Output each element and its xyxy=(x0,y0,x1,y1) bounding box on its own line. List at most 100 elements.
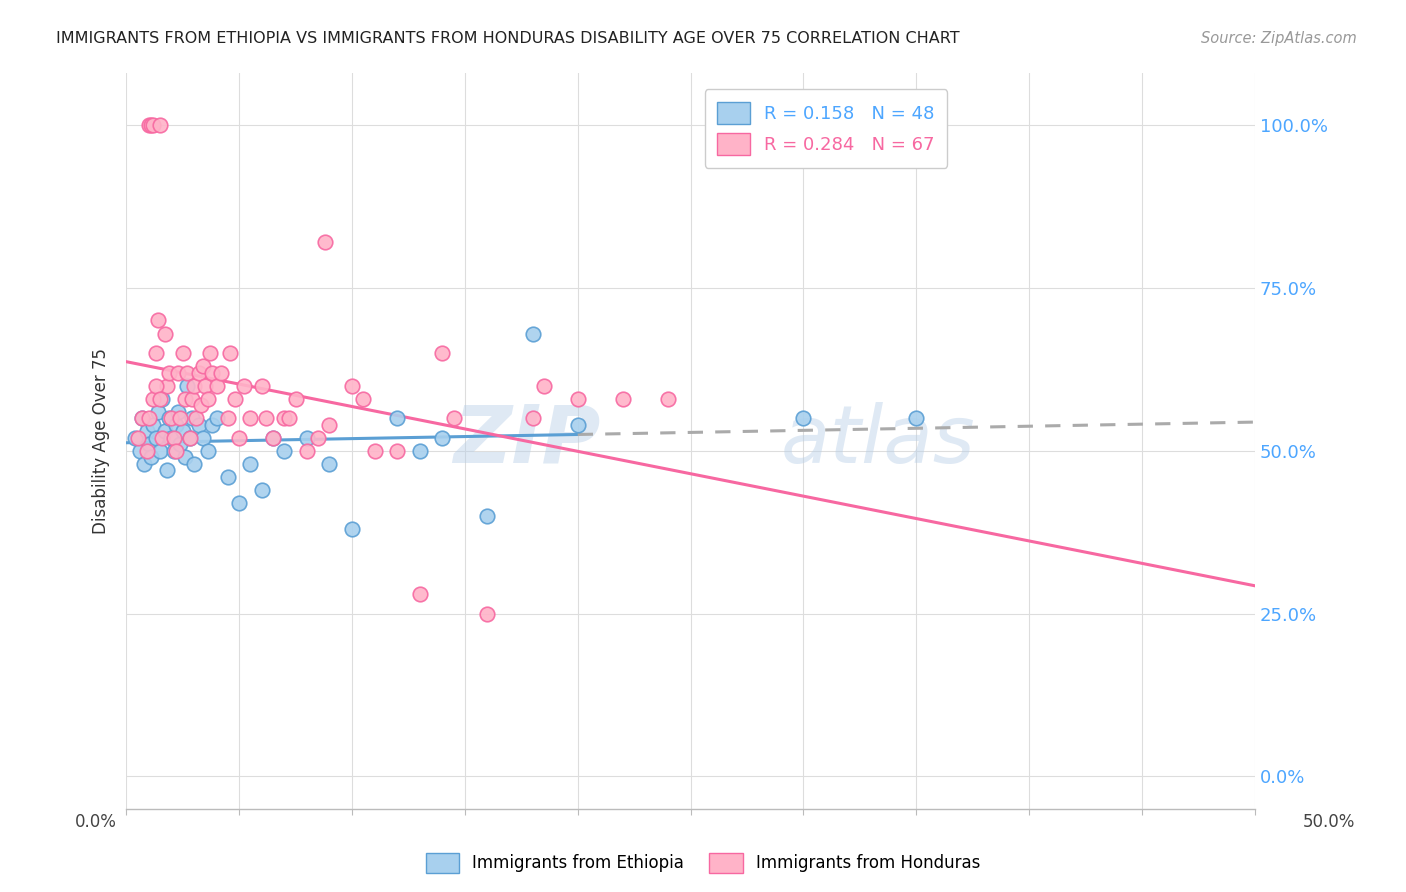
Point xyxy=(318,457,340,471)
Point xyxy=(146,405,169,419)
Point xyxy=(318,417,340,432)
Point xyxy=(201,366,224,380)
Point xyxy=(124,431,146,445)
Text: 0.0%: 0.0% xyxy=(75,813,117,830)
Point xyxy=(262,431,284,445)
Point xyxy=(142,417,165,432)
Text: atlas: atlas xyxy=(780,402,976,480)
Point xyxy=(250,378,273,392)
Point xyxy=(340,378,363,392)
Point xyxy=(217,470,239,484)
Point xyxy=(273,443,295,458)
Point xyxy=(156,463,179,477)
Point xyxy=(352,392,374,406)
Point xyxy=(340,522,363,536)
Point xyxy=(160,431,183,445)
Point xyxy=(131,411,153,425)
Point xyxy=(157,411,180,425)
Point xyxy=(197,392,219,406)
Point xyxy=(201,417,224,432)
Legend: Immigrants from Ethiopia, Immigrants from Honduras: Immigrants from Ethiopia, Immigrants fro… xyxy=(419,847,987,880)
Point xyxy=(180,392,202,406)
Point xyxy=(142,118,165,132)
Point xyxy=(409,443,432,458)
Point xyxy=(135,443,157,458)
Point xyxy=(477,508,499,523)
Point xyxy=(254,411,277,425)
Point xyxy=(567,417,589,432)
Point xyxy=(149,443,172,458)
Point xyxy=(176,366,198,380)
Point xyxy=(224,392,246,406)
Point xyxy=(152,431,174,445)
Point xyxy=(228,431,250,445)
Point xyxy=(205,411,228,425)
Point xyxy=(295,443,318,458)
Point xyxy=(149,118,172,132)
Point xyxy=(314,235,336,250)
Point xyxy=(131,411,153,425)
Point xyxy=(239,411,262,425)
Point xyxy=(792,411,814,425)
Point xyxy=(657,392,679,406)
Point xyxy=(153,326,176,341)
Point xyxy=(183,457,205,471)
Point xyxy=(277,411,299,425)
Point xyxy=(522,411,544,425)
Point xyxy=(157,366,180,380)
Point xyxy=(307,431,329,445)
Point xyxy=(385,443,408,458)
Point xyxy=(217,411,239,425)
Point xyxy=(232,378,254,392)
Point xyxy=(172,424,194,438)
Point xyxy=(273,411,295,425)
Point xyxy=(138,411,160,425)
Point xyxy=(522,326,544,341)
Point xyxy=(239,457,262,471)
Point xyxy=(533,378,555,392)
Point xyxy=(160,411,183,425)
Point xyxy=(612,392,634,406)
Point xyxy=(191,359,214,373)
Text: 50.0%: 50.0% xyxy=(1302,813,1355,830)
Point xyxy=(149,392,172,406)
Point xyxy=(145,431,167,445)
Point xyxy=(138,437,160,451)
Point xyxy=(172,346,194,360)
Point xyxy=(186,411,208,425)
Point xyxy=(190,398,212,412)
Point xyxy=(156,378,179,392)
Point xyxy=(905,411,928,425)
Point xyxy=(165,443,187,458)
Text: Source: ZipAtlas.com: Source: ZipAtlas.com xyxy=(1201,31,1357,46)
Point xyxy=(228,496,250,510)
Point xyxy=(139,118,162,132)
Point xyxy=(198,346,221,360)
Point xyxy=(219,346,242,360)
Point xyxy=(284,392,307,406)
Point xyxy=(176,378,198,392)
Text: IMMIGRANTS FROM ETHIOPIA VS IMMIGRANTS FROM HONDURAS DISABILITY AGE OVER 75 CORR: IMMIGRANTS FROM ETHIOPIA VS IMMIGRANTS F… xyxy=(56,31,960,46)
Point xyxy=(187,417,209,432)
Point xyxy=(432,346,454,360)
Point xyxy=(409,587,432,601)
Point xyxy=(138,118,160,132)
Point xyxy=(139,450,162,465)
Point xyxy=(165,417,187,432)
Point xyxy=(174,450,197,465)
Point xyxy=(163,443,186,458)
Y-axis label: Disability Age Over 75: Disability Age Over 75 xyxy=(93,348,110,534)
Point xyxy=(262,431,284,445)
Point xyxy=(187,366,209,380)
Point xyxy=(180,411,202,425)
Point xyxy=(152,392,174,406)
Legend: R = 0.158   N = 48, R = 0.284   N = 67: R = 0.158 N = 48, R = 0.284 N = 67 xyxy=(704,89,948,168)
Point xyxy=(167,405,190,419)
Point xyxy=(385,411,408,425)
Point xyxy=(567,392,589,406)
Point xyxy=(179,431,201,445)
Text: ZIP: ZIP xyxy=(453,402,600,480)
Point xyxy=(183,378,205,392)
Point xyxy=(194,378,217,392)
Point xyxy=(169,411,191,425)
